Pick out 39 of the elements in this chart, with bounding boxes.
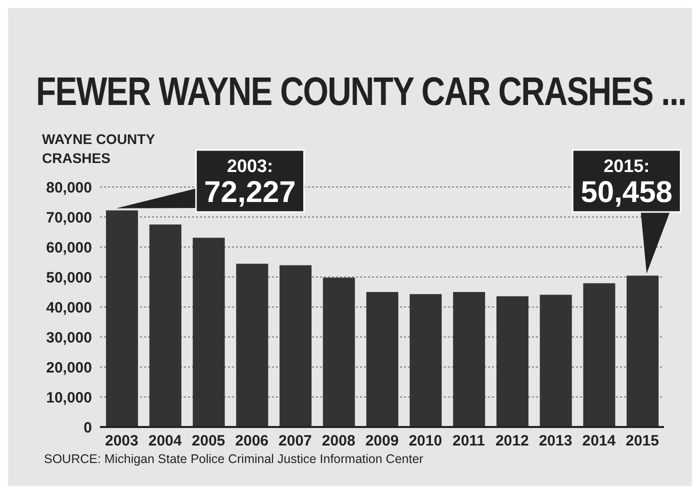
y-tick-label: 10,000	[46, 389, 92, 406]
bar	[106, 210, 138, 427]
y-tick-label: 30,000	[46, 329, 92, 346]
y-tick-label: 70,000	[46, 209, 92, 226]
bar	[322, 278, 355, 427]
y-tick-label: 0	[84, 419, 92, 436]
bar	[280, 265, 312, 427]
x-tick-label: 2007	[278, 432, 312, 450]
annotation: 2015: 50,458	[580, 156, 672, 209]
x-tick-label: 2006	[235, 432, 269, 450]
bar	[149, 224, 182, 427]
x-tick-label: 2005	[192, 432, 226, 450]
bar	[496, 296, 528, 427]
bar	[453, 292, 486, 427]
chart-title: FEWER WAYNE COUNTY CAR CRASHES ...	[36, 70, 686, 115]
bar	[410, 294, 442, 427]
x-tick-label: 2010	[408, 432, 442, 450]
x-tick-label: 2012	[495, 432, 529, 450]
bar	[583, 283, 616, 427]
x-tick-label: 2013	[538, 432, 572, 450]
y-tick-label: 60,000	[46, 239, 92, 256]
y-tick-label: 40,000	[46, 299, 92, 316]
bar	[540, 294, 572, 427]
x-tick-label: 2009	[365, 432, 399, 450]
bar	[236, 264, 268, 427]
x-tick-label: 2011	[452, 432, 486, 450]
x-tick-label: 2014	[582, 432, 616, 450]
bar	[366, 292, 398, 427]
x-tick-label: 2003	[105, 432, 138, 450]
y-tick-label: 80,000	[46, 179, 92, 196]
x-tick-label: 2015	[626, 432, 659, 450]
y-tick-label: 50,000	[46, 269, 92, 286]
x-tick-label: 2004	[148, 432, 182, 450]
x-tick-label: 2008	[322, 432, 356, 450]
y-tick-label: 20,000	[46, 359, 92, 376]
bar	[626, 276, 659, 427]
bar	[192, 238, 225, 427]
source-note: SOURCE: Michigan State Police Criminal Justice Information Center	[44, 452, 424, 466]
annotation: 2003: 72,227	[204, 156, 296, 209]
